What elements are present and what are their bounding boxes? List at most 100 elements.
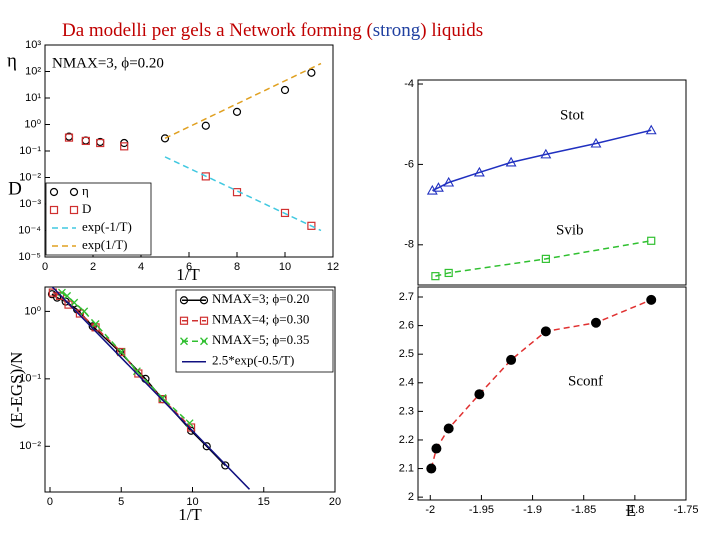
y-tick-label: 10⁻⁵ (18, 251, 41, 263)
x-tick-label: 10 (279, 261, 291, 273)
marker (444, 268, 453, 278)
y-axis-label: (E-EGS)/N (7, 352, 26, 428)
marker (474, 389, 485, 400)
legend-label: exp(1/T) (82, 237, 127, 252)
y-tick-label: 10³ (25, 39, 41, 51)
marker (158, 394, 167, 402)
marker (201, 121, 210, 130)
series-line (435, 240, 652, 277)
x-tick-label: -1.9 (523, 504, 542, 516)
x-tick-label: 0 (42, 261, 48, 273)
annotation: Svib (556, 222, 584, 238)
marker (160, 134, 170, 143)
y-tick-label: 10⁻¹ (19, 145, 41, 157)
y-tick-label: -6 (404, 158, 414, 170)
annotation: NMAX=3, ϕ=0.20 (52, 55, 164, 71)
marker (590, 317, 601, 328)
x-tick-label: -1.95 (469, 504, 494, 516)
series (51, 287, 251, 490)
marker (180, 337, 188, 346)
marker (201, 172, 210, 181)
marker (443, 176, 455, 187)
marker (647, 236, 656, 245)
x-tick-label: 0 (47, 496, 53, 508)
series (426, 124, 657, 195)
annotation: Sconf (568, 373, 603, 389)
y-tick-label: -8 (404, 239, 414, 251)
y-tick-label: 2.4 (399, 377, 414, 389)
marker (158, 395, 167, 404)
y-tick-label: 2 (408, 491, 414, 503)
series (426, 294, 657, 474)
marker (199, 296, 209, 305)
series (64, 133, 316, 230)
x-tick-label: -1.85 (571, 504, 596, 516)
legend-label: exp(-1/T) (82, 219, 132, 234)
legend-label: D (82, 201, 91, 216)
y-tick-label: 10² (25, 65, 41, 77)
marker (431, 272, 440, 281)
plot-frame (417, 286, 687, 501)
y-tick-label: 2.6 (399, 320, 414, 332)
series (431, 236, 656, 281)
marker (280, 85, 290, 95)
title-part: strong (373, 20, 421, 41)
marker (117, 347, 126, 357)
y-tick-label: 2.7 (399, 291, 414, 303)
x-tick-label: 10 (186, 496, 198, 508)
legend-box (45, 182, 152, 256)
x-tick-label: -2 (425, 504, 435, 516)
x-tick-label: 12 (327, 261, 339, 273)
y-tick-label: 10¹ (25, 92, 41, 104)
y-tick-label: 2.2 (399, 434, 414, 446)
series-line (164, 62, 322, 140)
series-line (61, 291, 191, 424)
annotation: Stot (560, 107, 585, 123)
marker (64, 133, 74, 142)
marker (96, 138, 105, 148)
y-tick-label: 10⁰ (24, 305, 41, 317)
series (164, 62, 322, 140)
marker (646, 294, 657, 305)
y-tick-label: 10⁻² (19, 171, 41, 183)
marker (307, 68, 316, 77)
marker (426, 463, 437, 474)
y-axis-label: D (8, 178, 22, 199)
slide-title: Da modelli per gels a Network forming (s… (62, 20, 483, 41)
marker (473, 166, 485, 177)
y-axis-label: η (7, 50, 17, 71)
marker (307, 221, 316, 230)
marker (443, 423, 454, 434)
marker (645, 124, 657, 135)
marker (70, 298, 79, 307)
marker (590, 137, 602, 148)
marker (541, 254, 550, 263)
marker (75, 309, 85, 318)
marker (433, 182, 444, 192)
series-line (51, 287, 251, 490)
legend-label: NMAX=5; ϕ=0.35 (212, 332, 309, 347)
marker (179, 296, 189, 305)
marker (431, 443, 442, 454)
y-tick-label: -4 (404, 78, 414, 90)
marker (199, 316, 209, 325)
y-tick-label: 2.3 (399, 405, 414, 417)
marker (63, 291, 72, 300)
x-tick-label: -1.8 (625, 504, 644, 516)
marker (179, 316, 189, 325)
marker (232, 107, 242, 116)
series-line (164, 156, 322, 232)
marker (505, 156, 517, 167)
x-tick-label: -1.75 (673, 504, 698, 516)
marker (221, 461, 230, 470)
marker (202, 442, 211, 451)
marker (81, 136, 90, 146)
marker (120, 142, 129, 151)
y-tick-label: 10⁻³ (19, 198, 41, 210)
marker (80, 307, 89, 316)
marker (69, 205, 79, 215)
x-axis-label: 1/T (178, 505, 202, 524)
marker (55, 291, 65, 300)
legend-label: 2.5*exp(-0.5/T) (212, 353, 294, 368)
y-tick-label: 2.5 (399, 348, 414, 360)
